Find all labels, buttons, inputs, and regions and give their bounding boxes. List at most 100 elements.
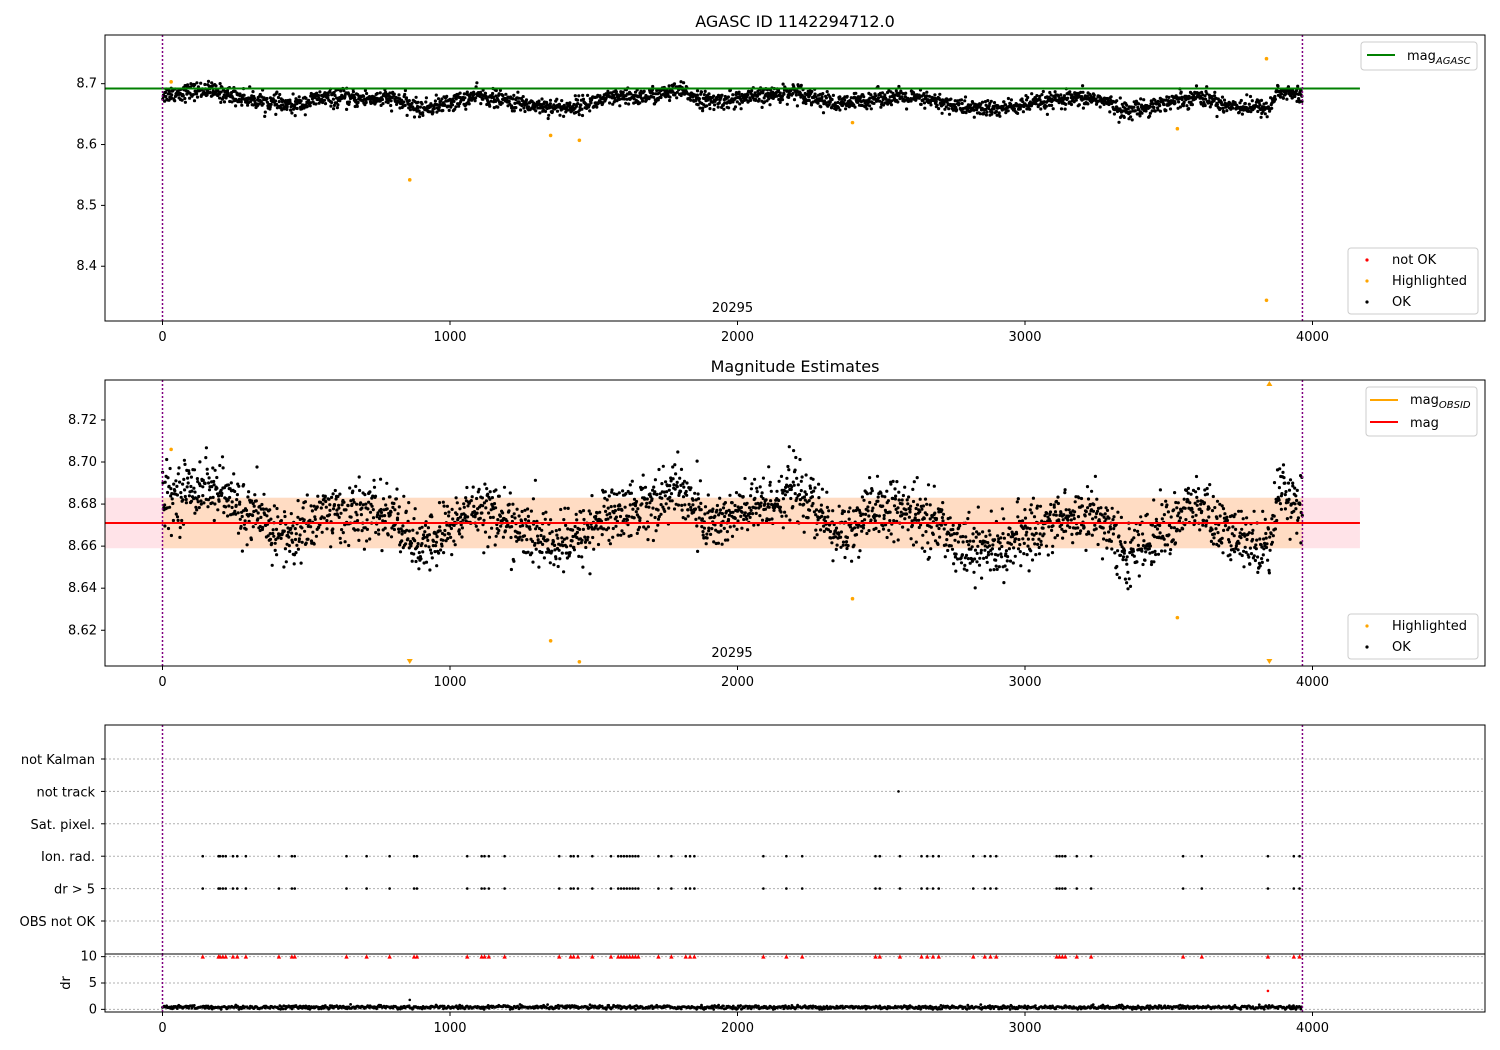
panel2-ok-point <box>1162 513 1166 517</box>
panel2-ok-point <box>392 527 396 532</box>
panel2-ok-point <box>189 475 193 479</box>
panel2-ok-point <box>803 490 807 494</box>
panel2-ok-point <box>941 512 946 516</box>
panel1-ok-point <box>273 99 278 103</box>
panel2-ok-point <box>829 536 833 540</box>
panel2-ok-point <box>355 502 359 506</box>
panel2-ok-point <box>1033 542 1037 546</box>
panel2-ok-point <box>430 515 434 519</box>
panel2-ok-point <box>184 497 188 502</box>
panel1-ok-point <box>937 107 941 111</box>
panel2-ok-point <box>752 523 756 527</box>
panel2-ok-point <box>1176 514 1180 518</box>
panel2-ok-point <box>1153 524 1157 529</box>
panel1-ok-point <box>1109 95 1113 99</box>
panel2-ok-point <box>211 466 215 470</box>
panel1-ok-point <box>997 111 1001 115</box>
panel1-ok-point <box>214 84 218 88</box>
panel1-ok-point <box>335 106 339 110</box>
panel1-ok-point <box>1085 94 1089 98</box>
panel2-ok-point <box>645 501 649 505</box>
panel2-ok-point <box>770 517 774 521</box>
panel2-ok-point <box>472 510 477 514</box>
panel2-ok-point <box>462 505 466 509</box>
panel1-ok-point <box>1204 97 1208 101</box>
panel2-ok-point <box>486 492 490 496</box>
panel2-ok-point <box>990 552 994 556</box>
panel2-ok-point <box>227 504 231 508</box>
panel1-ok-point <box>269 102 273 106</box>
panel2-ok-point <box>398 543 402 547</box>
panel1-ok-point <box>431 110 435 114</box>
panel2-ok-point <box>634 510 638 514</box>
panel2-ok-point <box>1148 551 1152 555</box>
panel1-ok-point <box>1035 94 1039 98</box>
panel1-ok-point <box>652 95 656 99</box>
panel2-ok-point <box>613 509 618 513</box>
panel2-ok-point <box>288 549 292 554</box>
panel1-ok-point <box>307 98 311 102</box>
panel2-ok-point <box>1090 489 1094 493</box>
panel2-ok-point <box>900 502 904 506</box>
panel2-ok-point <box>699 501 703 505</box>
panel2-ok-point <box>937 526 941 531</box>
panel2-ok-point <box>761 496 765 501</box>
panel1-ok-point <box>316 93 321 98</box>
panel2-ok-point <box>320 530 324 534</box>
panel2-ok-point <box>412 552 416 556</box>
panel2-ok-point <box>611 526 615 531</box>
panel2-ok-point <box>511 502 515 506</box>
panel2-ok-point <box>182 458 186 462</box>
panel2-ok-point <box>203 481 207 485</box>
panel2-ok-point <box>316 494 320 498</box>
panel2-ok-point <box>831 559 835 563</box>
panel2-ok-point <box>785 476 789 480</box>
panel2-ok-point <box>1145 512 1149 516</box>
panel2-ok-point <box>171 501 175 506</box>
panel2-ok-point <box>334 497 338 501</box>
panel1-ok-point <box>1250 99 1254 103</box>
panel1-ok-point <box>1092 93 1096 97</box>
panel1-ok-point <box>192 99 197 103</box>
panel2-ok-point <box>405 528 409 532</box>
panel2-ok-point <box>580 538 584 542</box>
panel2-ok-point <box>186 481 190 485</box>
panel2-ok-point <box>446 536 450 541</box>
panel1-ok-point <box>188 96 192 100</box>
panel2-ok-point <box>233 509 237 513</box>
panel2-ok-point <box>802 495 807 499</box>
panel2-ok-point <box>1169 515 1173 519</box>
panel1-ok-point <box>963 95 968 99</box>
panel2-ok-point <box>558 557 562 561</box>
panel2-ok-point <box>365 539 369 543</box>
panel2-ok-point <box>970 545 974 549</box>
panel2-ok-point <box>393 508 397 512</box>
panel2-ok-point <box>679 489 683 493</box>
panel2-ok-point <box>303 500 307 504</box>
panel2-ok-point <box>341 531 345 535</box>
panel1-ok-point <box>524 98 529 102</box>
panel1-ok-point <box>1285 97 1289 101</box>
panel2-ok-point <box>365 527 369 532</box>
panel1-ok-point <box>761 88 765 92</box>
panel2-ok-point <box>1121 555 1126 559</box>
panel1-ok-point <box>1257 100 1261 105</box>
panel2-ok-point <box>1102 515 1106 519</box>
panel2-ok-point <box>1107 530 1111 534</box>
panel2-ok-point <box>877 529 881 534</box>
panel2-ok-point <box>429 551 433 555</box>
panel1-ok-point <box>807 98 811 102</box>
panel1-ok-point <box>778 100 782 104</box>
panel1-ok-point <box>408 108 412 112</box>
panel2-ok-point <box>1155 527 1160 531</box>
panel2-ok-point <box>922 516 926 521</box>
panel2-ok-point <box>960 553 965 557</box>
panel1-ok-point <box>1158 104 1162 108</box>
panel2-ok-point <box>867 529 871 533</box>
panel1-highlighted-point <box>548 133 553 138</box>
panel1-ok-point <box>768 103 772 107</box>
panel1-ok-point <box>402 100 406 104</box>
panel2-ok-point <box>178 535 182 540</box>
panel1-ok-point <box>1048 90 1052 95</box>
panel2-ok-point <box>349 499 353 503</box>
